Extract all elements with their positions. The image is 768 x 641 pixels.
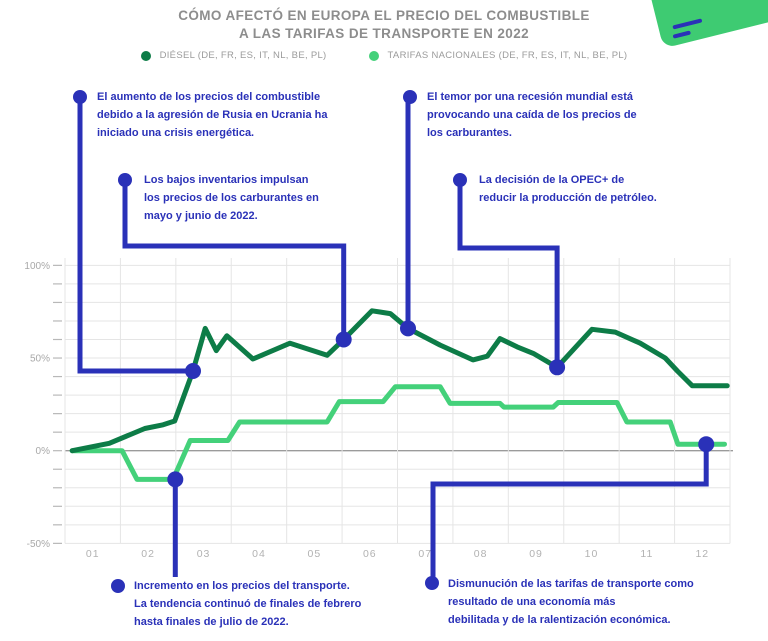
tarifas-line bbox=[69, 384, 727, 482]
annotation-crisis-energetica: El aumento de los precios del combustibl… bbox=[97, 91, 328, 139]
annotation-bajos-inventarios: Los bajos inventarios impulsan los preci… bbox=[144, 174, 319, 222]
event-marker bbox=[185, 363, 201, 379]
x-axis-label: 02 bbox=[141, 548, 155, 560]
x-axis-label: 05 bbox=[308, 548, 322, 560]
x-axis-label: 11 bbox=[640, 548, 653, 560]
x-axis-label: 09 bbox=[529, 548, 543, 560]
annotation-recesion-mundial: El temor por una recesión mundial está p… bbox=[427, 91, 637, 139]
annotation-connector bbox=[122, 186, 347, 340]
diesel-dot-icon bbox=[140, 50, 151, 61]
x-axis-label: 06 bbox=[363, 548, 377, 560]
tarifas-dot-icon bbox=[368, 50, 379, 61]
event-marker bbox=[167, 471, 184, 488]
y-axis-label: 50% bbox=[30, 354, 50, 365]
page-title: CÓMO AFECTÓ EN EUROPA EL PRECIO DEL COMB… bbox=[0, 7, 768, 43]
x-axis-label: 12 bbox=[695, 548, 709, 560]
legend-item-diesel: DIÉSEL (DE, FR, ES, IT, NL, BE, PL) bbox=[140, 50, 327, 61]
y-axis-label: -50% bbox=[27, 539, 50, 550]
annotation-bullet bbox=[118, 173, 132, 187]
x-axis-label: 03 bbox=[197, 548, 211, 560]
y-axis-label: 0% bbox=[36, 446, 51, 457]
x-axis-label: 07 bbox=[418, 548, 432, 560]
event-marker bbox=[400, 320, 416, 337]
annotation-bullet bbox=[111, 579, 125, 593]
annotation-opec: La decisión de la OPEC+ de reducir la pr… bbox=[479, 174, 657, 204]
diesel-line bbox=[69, 308, 730, 454]
page-title-line-1: CÓMO AFECTÓ EN EUROPA EL PRECIO DEL COMB… bbox=[178, 8, 590, 23]
chart-legend: DIÉSEL (DE, FR, ES, IT, NL, BE, PL) TARI… bbox=[0, 50, 768, 61]
legend-label-tarifas: TARIFAS NACIONALES (DE, FR, ES, IT, NL, … bbox=[387, 50, 628, 61]
event-marker bbox=[335, 331, 352, 348]
event-marker bbox=[698, 436, 715, 453]
legend-label-diesel: DIÉSEL (DE, FR, ES, IT, NL, BE, PL) bbox=[159, 50, 327, 61]
annotation-bullet bbox=[453, 173, 467, 187]
x-axis-label: 04 bbox=[252, 548, 266, 560]
annotation-connector bbox=[77, 98, 193, 374]
page-title-line-2: A LAS TARIFAS DE TRANSPORTE EN 2022 bbox=[238, 26, 530, 41]
y-axis-label: 100% bbox=[24, 261, 50, 272]
annotation-incremento-transporte: Incremento en los precios del transporte… bbox=[134, 580, 362, 628]
annotation-disminucion-tarifas: Dismunución de las tarifas de transporte… bbox=[448, 578, 694, 626]
x-axis-label: 10 bbox=[585, 548, 599, 560]
annotation-connector bbox=[457, 186, 560, 368]
x-axis-label: 08 bbox=[474, 548, 488, 560]
x-axis-label: 01 bbox=[86, 548, 100, 560]
event-marker bbox=[549, 359, 566, 376]
annotation-connector bbox=[430, 444, 709, 577]
annotation-bullet bbox=[425, 576, 439, 590]
annotation-bullet bbox=[403, 90, 417, 104]
annotation-bullet bbox=[73, 90, 87, 104]
legend-item-tarifas: TARIFAS NACIONALES (DE, FR, ES, IT, NL, … bbox=[368, 50, 628, 61]
